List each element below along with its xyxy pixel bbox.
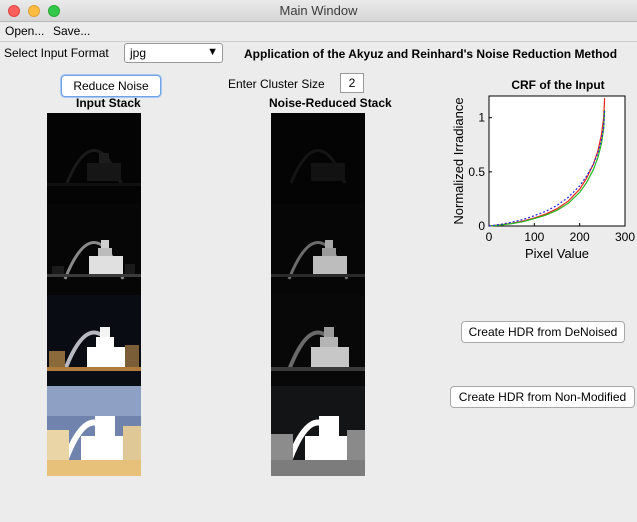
dropdown-arrow-icon: ▼ (207, 46, 218, 58)
crf-series-green (488, 110, 606, 227)
reduced-exposure-1 (271, 113, 365, 204)
input-format-value: jpg (130, 46, 147, 60)
reduced-exposure-2 (271, 204, 365, 295)
reduced-exposure-4 (271, 386, 365, 476)
create-hdr-nonmodified-button[interactable]: Create HDR from Non-Modified (450, 386, 635, 408)
chart-title: CRF of the Input (511, 78, 604, 92)
app-heading: Application of the Akyuz and Reinhard's … (244, 47, 618, 61)
y-axis-label: Normalized Irradiance (451, 97, 466, 224)
reduce-noise-button[interactable]: Reduce Noise (61, 75, 161, 97)
y-tick-label: 0 (478, 219, 485, 233)
menu-open[interactable]: Open... (5, 24, 45, 38)
minimize-window-button[interactable] (28, 5, 40, 17)
menu-save[interactable]: Save... (53, 24, 91, 38)
input-exposure-2 (47, 204, 141, 295)
chart-plot-area (488, 95, 626, 227)
x-axis-label: Pixel Value (525, 246, 589, 261)
close-window-button[interactable] (8, 5, 20, 17)
input-format-select[interactable]: jpg ▼ (124, 43, 223, 63)
y-tick-label: 0.5 (468, 165, 485, 179)
title-bar: Main Window (0, 0, 637, 22)
reduced-exposure-3 (271, 295, 365, 386)
menu-bar: Open... Save... (0, 22, 637, 42)
maximize-window-button[interactable] (48, 5, 60, 17)
y-tick-label: 1 (478, 111, 485, 125)
window-title: Main Window (279, 3, 358, 18)
input-stack (47, 113, 141, 476)
input-format-label: Select Input Format (4, 46, 109, 60)
input-exposure-3 (47, 295, 141, 386)
input-exposure-4 (47, 386, 141, 476)
x-tick-label: 100 (524, 230, 544, 244)
x-tick-label: 0 (486, 230, 493, 244)
cluster-size-input[interactable]: 2 (340, 73, 364, 93)
input-stack-title: Input Stack (76, 96, 141, 110)
x-tick-label: 200 (570, 230, 590, 244)
reduced-stack (271, 113, 365, 476)
cluster-size-label: Enter Cluster Size (228, 77, 325, 91)
x-tick-label: 300 (615, 230, 635, 244)
crf-series-blue (488, 108, 606, 227)
create-hdr-denoised-button[interactable]: Create HDR from DeNoised (461, 321, 625, 343)
reduced-stack-title: Noise-Reduced Stack (269, 96, 392, 110)
input-exposure-1 (47, 113, 141, 204)
